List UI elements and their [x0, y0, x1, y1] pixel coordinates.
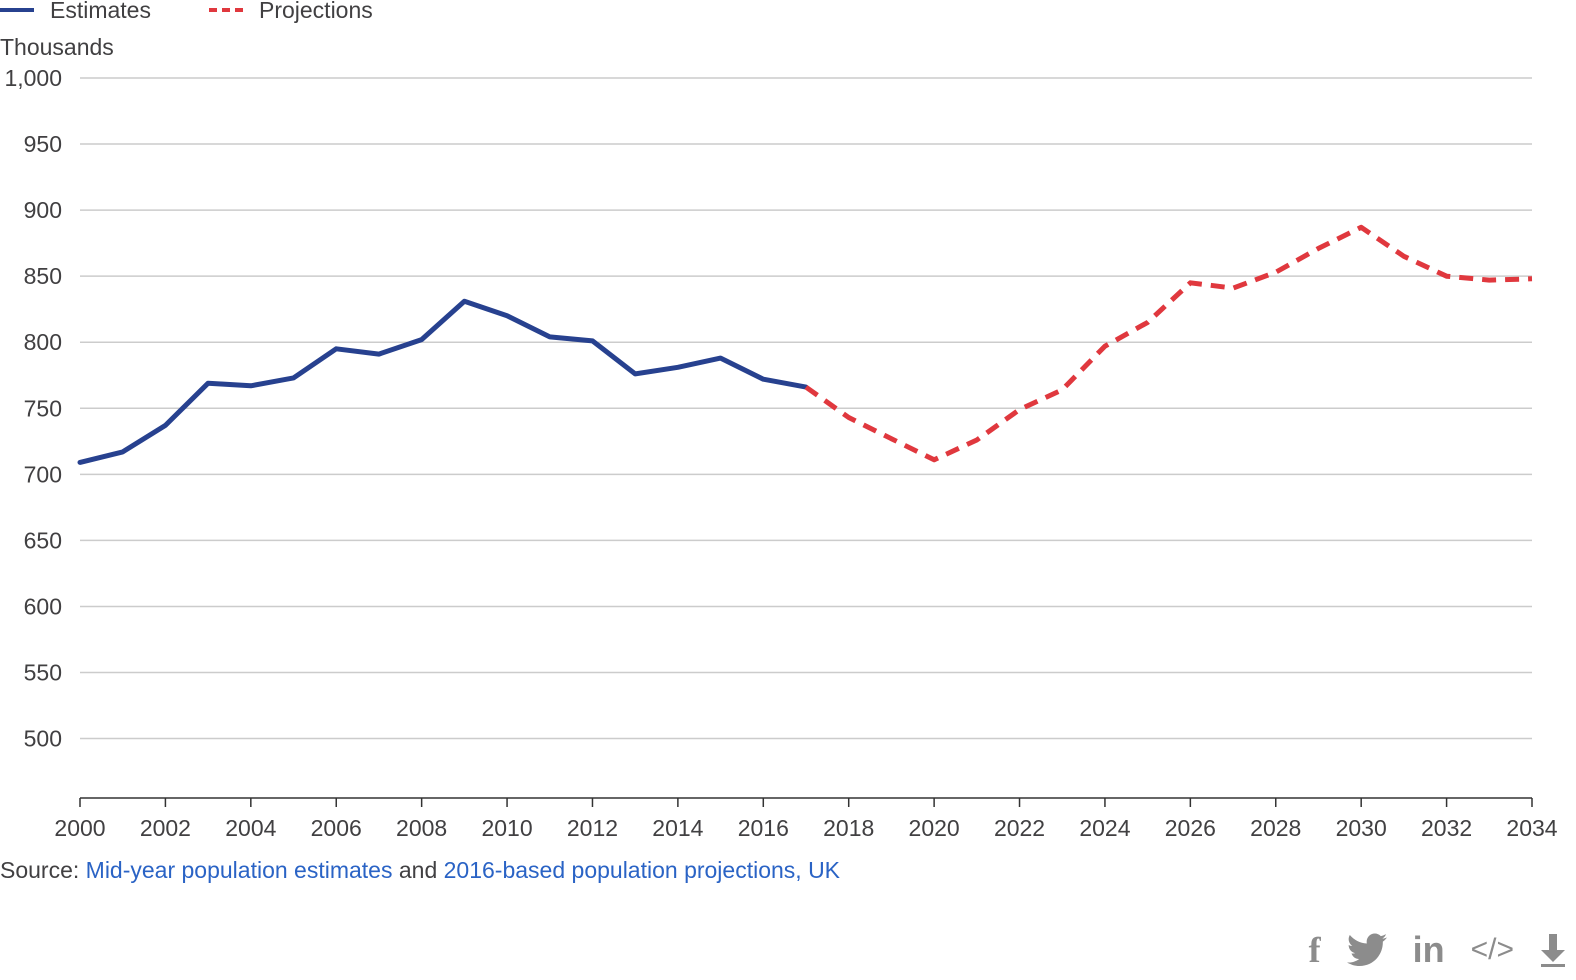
y-tick-label: 600 [24, 593, 62, 619]
legend-swatch-projections [208, 8, 243, 12]
download-icon[interactable] [1540, 932, 1566, 968]
y-axis-units-label: Thousands [0, 34, 114, 60]
x-tick-label: 2006 [311, 815, 362, 841]
x-tick-label: 2018 [823, 815, 874, 841]
x-tick-label: 2034 [1506, 815, 1557, 841]
share-bar: f in </> [1309, 930, 1566, 970]
legend-label-estimates: Estimates [50, 0, 151, 23]
x-tick-label: 2014 [652, 815, 703, 841]
x-tick-label: 2000 [54, 815, 105, 841]
y-tick-label: 850 [24, 263, 62, 289]
x-tick-label: 2008 [396, 815, 447, 841]
legend-swatch-estimates [0, 8, 34, 12]
embed-icon[interactable]: </> [1470, 933, 1514, 966]
y-tick-label: 700 [24, 461, 62, 487]
x-tick-label: 2032 [1421, 815, 1472, 841]
source-prefix: Source: [0, 857, 80, 883]
x-tick-label: 2028 [1250, 815, 1301, 841]
source-link-estimates[interactable]: Mid-year population estimates [85, 857, 393, 883]
linkedin-icon[interactable]: in [1412, 929, 1445, 970]
x-tick-label: 2016 [738, 815, 789, 841]
y-tick-label: 1,000 [4, 65, 62, 91]
y-axis-ticks: 500 550 600 650 700 750 800 850 900 950 1,000 [4, 65, 62, 752]
line-chart: 500 550 600 650 700 750 800 850 900 950 1,000 2000… [4, 65, 1558, 841]
twitter-icon[interactable] [1346, 933, 1387, 967]
series-lines [77, 224, 1533, 465]
facebook-icon[interactable]: f [1308, 930, 1321, 970]
source-joiner: and [398, 857, 438, 883]
series-line-estimates [77, 298, 809, 465]
x-tick-label: 2012 [567, 815, 618, 841]
source-link-projections[interactable]: 2016-based population projections, UK [443, 857, 841, 883]
x-tick-label: 2024 [1079, 815, 1130, 841]
y-tick-label: 900 [24, 197, 62, 223]
legend-item-projections[interactable]: Projections [208, 0, 373, 24]
x-tick-label: 2030 [1336, 815, 1387, 841]
legend-label-projections: Projections [258, 0, 373, 23]
y-tick-label: 650 [24, 527, 62, 553]
x-tick-label: 2022 [994, 815, 1045, 841]
x-axis: 2000 2002 2004 2006 2008 2010 2012 2014 2016 2018… [54, 797, 1558, 841]
x-tick-label: 2002 [140, 815, 191, 841]
legend: Estimates Projections [0, 0, 431, 24]
y-tick-label: 950 [24, 131, 62, 157]
y-tick-label: 500 [24, 726, 62, 752]
legend-item-estimates[interactable]: Estimates [0, 0, 151, 24]
y-tick-label: 750 [24, 395, 62, 421]
x-tick-label: 2020 [909, 815, 960, 841]
x-tick-label: 2004 [225, 815, 276, 841]
x-tick-label: 2010 [481, 815, 532, 841]
y-tick-label: 550 [24, 659, 62, 685]
gridlines [80, 77, 1532, 740]
series-line-projections [804, 224, 1533, 463]
x-tick-label: 2026 [1165, 815, 1216, 841]
source-note: Source: Mid-year population estimates an… [0, 857, 840, 884]
y-tick-label: 800 [24, 329, 62, 355]
